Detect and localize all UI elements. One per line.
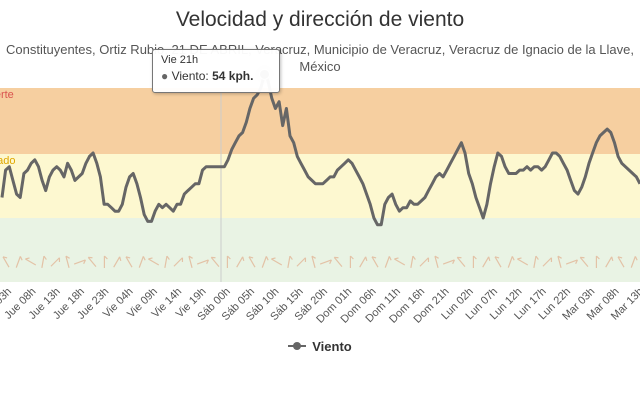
wind-arrow bbox=[579, 256, 589, 267]
legend[interactable]: Viento bbox=[0, 335, 640, 354]
wind-arrow bbox=[384, 256, 392, 268]
wind-arrow bbox=[507, 256, 515, 268]
wind-arrow bbox=[557, 255, 562, 268]
wind-arrow bbox=[630, 256, 638, 268]
wind-arrow bbox=[394, 257, 406, 266]
wind-arrow bbox=[138, 256, 146, 268]
wind-arrow bbox=[472, 255, 477, 268]
wind-arrow bbox=[410, 255, 416, 269]
wind-arrow bbox=[164, 255, 170, 269]
speed-bands bbox=[0, 88, 640, 282]
subtitle-line-2: México bbox=[299, 59, 341, 74]
wind-arrow bbox=[15, 256, 23, 268]
wind-arrow bbox=[173, 257, 184, 267]
chart-title: Velocidad y dirección de viento bbox=[175, 8, 465, 31]
wind-arrow bbox=[296, 257, 307, 267]
wind-arrow bbox=[419, 257, 430, 267]
wind-arrow bbox=[442, 259, 455, 265]
wind-arrow bbox=[226, 255, 231, 268]
wind-arrow bbox=[517, 257, 529, 266]
wind-arrow bbox=[271, 257, 283, 266]
wind-arrow bbox=[25, 257, 37, 266]
legend-symbol bbox=[288, 342, 307, 350]
wind-arrow bbox=[2, 256, 10, 268]
wind-arrow bbox=[333, 256, 343, 267]
wind-direction-arrows bbox=[2, 255, 638, 269]
wind-arrow bbox=[103, 255, 108, 268]
wind-arrow bbox=[188, 255, 193, 268]
legend-label: Viento bbox=[312, 338, 352, 354]
wind-arrow bbox=[65, 255, 70, 268]
wind-arrow bbox=[605, 256, 614, 268]
wind-arrow bbox=[196, 259, 209, 265]
wind-arrow bbox=[148, 257, 160, 266]
wind-arrow bbox=[494, 256, 502, 268]
tooltip-row: ● Viento: 54 kph. bbox=[161, 69, 253, 83]
series-line bbox=[0, 72, 640, 227]
wind-arrow bbox=[236, 256, 245, 268]
wind-arrow bbox=[87, 256, 97, 267]
wind-arrow bbox=[125, 256, 133, 268]
wind-arrow bbox=[287, 255, 293, 269]
wind-arrow bbox=[319, 259, 332, 265]
wind-arrow bbox=[41, 255, 47, 269]
wind-arrow bbox=[349, 255, 354, 268]
wind-arrow bbox=[595, 255, 600, 268]
band-1 bbox=[0, 88, 640, 154]
tooltip-series-label: Viento: bbox=[171, 69, 209, 83]
wind-arrow bbox=[359, 256, 368, 268]
wind-arrow bbox=[210, 256, 220, 267]
band-label-2: Moderado bbox=[0, 155, 16, 167]
band-3 bbox=[0, 218, 640, 282]
wind-arrow bbox=[565, 259, 578, 265]
band-2 bbox=[0, 154, 640, 218]
wind-arrow bbox=[50, 257, 61, 267]
wind-arrow bbox=[371, 256, 379, 268]
wind-arrow bbox=[73, 259, 86, 265]
wind-arrow bbox=[434, 255, 439, 268]
tooltip-header: Vie 21h bbox=[161, 54, 199, 66]
wind-arrow bbox=[533, 255, 539, 269]
wind-arrow bbox=[482, 256, 491, 268]
wind-arrow bbox=[456, 256, 466, 267]
wind-arrow bbox=[248, 256, 256, 268]
wind-arrow bbox=[542, 257, 553, 267]
tooltip: Vie 21h ● Viento: 54 kph. bbox=[152, 49, 280, 93]
legend-item-viento[interactable]: Viento bbox=[288, 339, 352, 354]
wind-arrow bbox=[261, 256, 269, 268]
tooltip-value: 54 kph. bbox=[212, 69, 254, 83]
wind-arrow bbox=[617, 256, 625, 268]
tooltip-series-dot: ● bbox=[161, 69, 169, 83]
band-labels: Fuerte Moderado bbox=[0, 89, 16, 167]
band-label-1: Fuerte bbox=[0, 89, 14, 101]
wind-arrow bbox=[113, 256, 122, 268]
wind-arrow bbox=[311, 255, 316, 268]
